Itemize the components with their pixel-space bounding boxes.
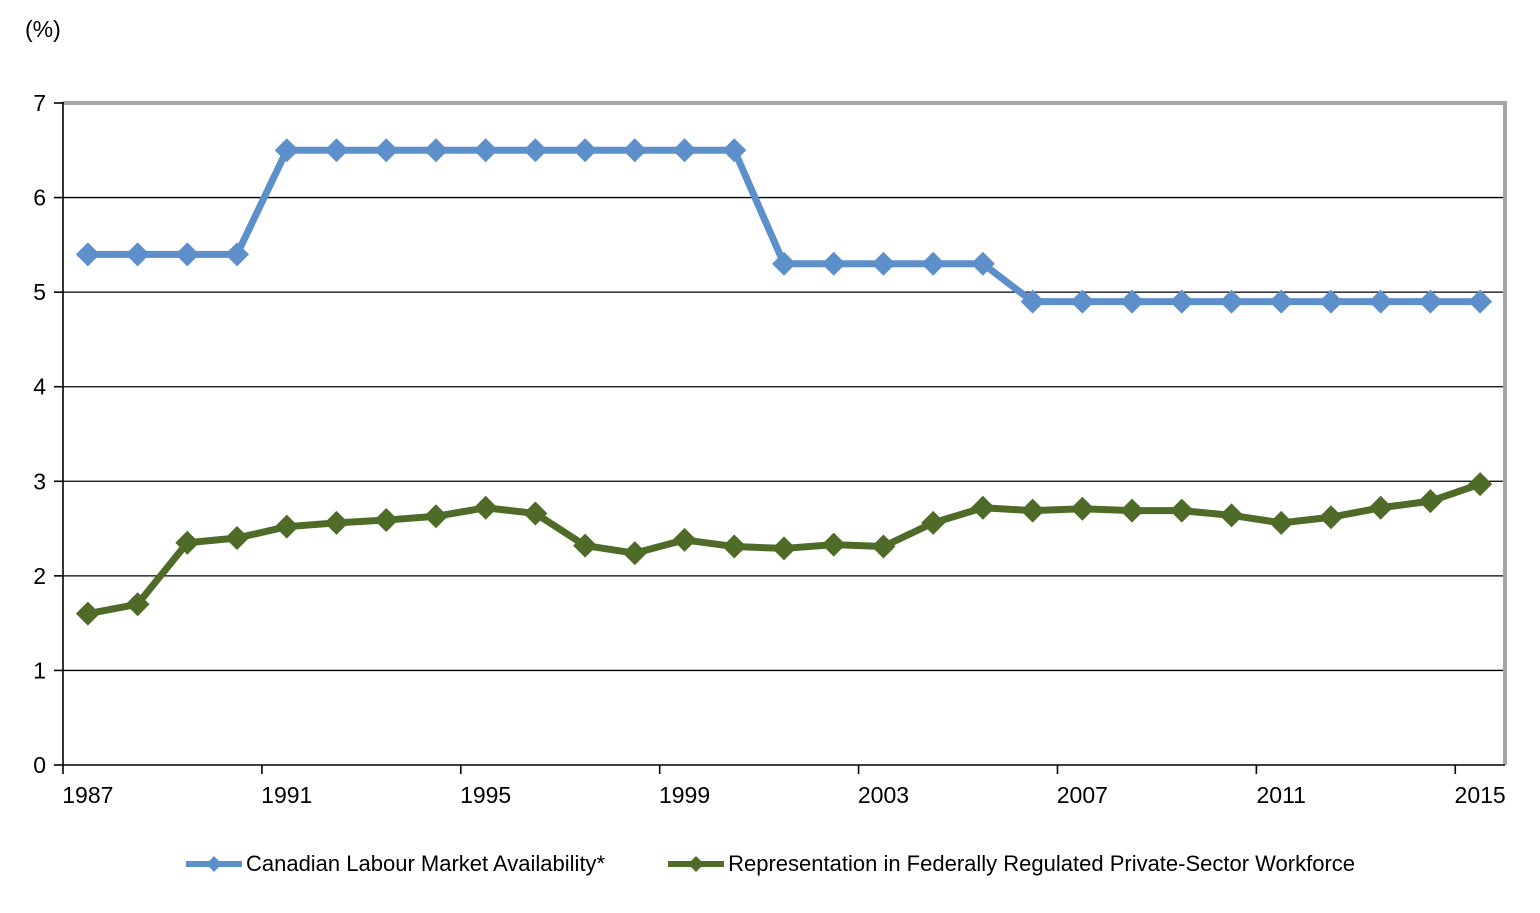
series-0-marker [1318,289,1343,314]
legend-label-representation: Representation in Federally Regulated Pr… [728,851,1356,876]
series-1-marker [423,504,448,529]
series-1-marker [1418,489,1443,514]
series-1-marker [1219,503,1244,528]
x-axis-tick-label: 1995 [460,782,511,808]
series-1-marker [921,510,946,535]
series-1-marker [1318,505,1343,530]
series-1-marker [622,541,647,566]
series-0-marker [622,138,647,163]
y-axis-tick-label: 2 [33,563,46,589]
y-axis-tick-label: 7 [33,90,46,116]
series-0-marker [573,138,598,163]
series-1-marker [175,530,200,555]
series-0-marker [921,251,946,276]
series-0-marker [274,138,299,163]
series-0-marker [1468,289,1493,314]
series-0-marker [672,138,697,163]
series-1-marker [1120,498,1145,523]
availability-series-swatch-icon [185,856,242,872]
series-1-marker [225,526,250,551]
y-axis-tick-label: 0 [33,752,46,778]
legend-label-availability: Canadian Labour Market Availability* [245,851,606,876]
series-0-marker [970,251,995,276]
y-axis-tick-label: 3 [33,468,46,494]
x-axis-tick-label: 2003 [858,782,909,808]
series-0-marker [473,138,498,163]
series-0-marker [324,138,349,163]
representation-series-swatch-icon [668,856,725,872]
series-1-marker [1269,510,1294,535]
x-axis-tick-label: 1999 [659,782,710,808]
series-1-marker [374,508,399,533]
legend-item-representation: Representation in Federally Regulated Pr… [667,851,1355,877]
chart-legend: Canadian Labour Market Availability* Rep… [0,851,1540,877]
series-0-marker [374,138,399,163]
series-1-marker [672,527,697,552]
series-0-marker [125,242,150,267]
series-0-marker [821,251,846,276]
series-1-marker [75,601,100,626]
series-1-marker [871,534,896,559]
series-line-0 [84,146,1484,306]
series-0-marker [772,251,796,276]
series-1-marker [1169,498,1194,523]
series-0-marker [423,138,448,163]
series-0-marker [871,251,896,276]
x-axis-tick-label: 2011 [1257,782,1306,808]
y-axis-unit-label: (%) [25,16,61,42]
legend-item-availability: Canadian Labour Market Availability* [185,851,605,877]
x-axis-tick-label: 1987 [62,782,113,808]
series-1-marker [573,533,598,558]
series-1-marker [473,495,498,520]
series-1-marker [523,501,548,526]
plot-area: 0 1 2 3 4 5 6 7 1987 1991 1995 1999 2003 2007 2011 2015 [33,90,1507,808]
series-0-marker [1169,289,1194,314]
series-1-marker [125,592,150,617]
x-axis-tick-label: 2015 [1455,782,1506,808]
series-1-marker [1020,498,1045,523]
y-axis-tick-label: 5 [33,279,46,305]
series-1-marker [1070,496,1095,521]
y-axis-tick-label: 6 [33,185,46,211]
series-0-marker [1020,289,1045,314]
series-0-marker [523,138,548,163]
series-0-marker [1070,289,1095,314]
series-0-marker [1418,289,1443,314]
y-axis-tick-label: 1 [33,657,46,683]
series-1-marker [274,514,299,539]
series-0-marker [225,242,250,267]
series-0-marker [175,242,200,267]
series-0-marker [75,242,100,267]
series-1-marker [970,495,995,520]
series-0-marker [1269,289,1294,314]
series-1-marker [1468,472,1493,497]
series-0-marker [722,138,747,163]
series-0-marker [1368,289,1393,314]
x-axis-tick-label: 1991 [261,782,312,808]
y-axis-tick-label: 4 [33,374,46,400]
series-0-marker [1219,289,1244,314]
series-1-marker [772,536,796,561]
series-1-marker [324,510,349,535]
x-axis-tick-label: 2007 [1057,782,1108,808]
series-0-marker [1120,289,1145,314]
series-1-marker [821,532,846,557]
series-1-marker [1368,495,1393,520]
series-1-marker [722,534,747,559]
